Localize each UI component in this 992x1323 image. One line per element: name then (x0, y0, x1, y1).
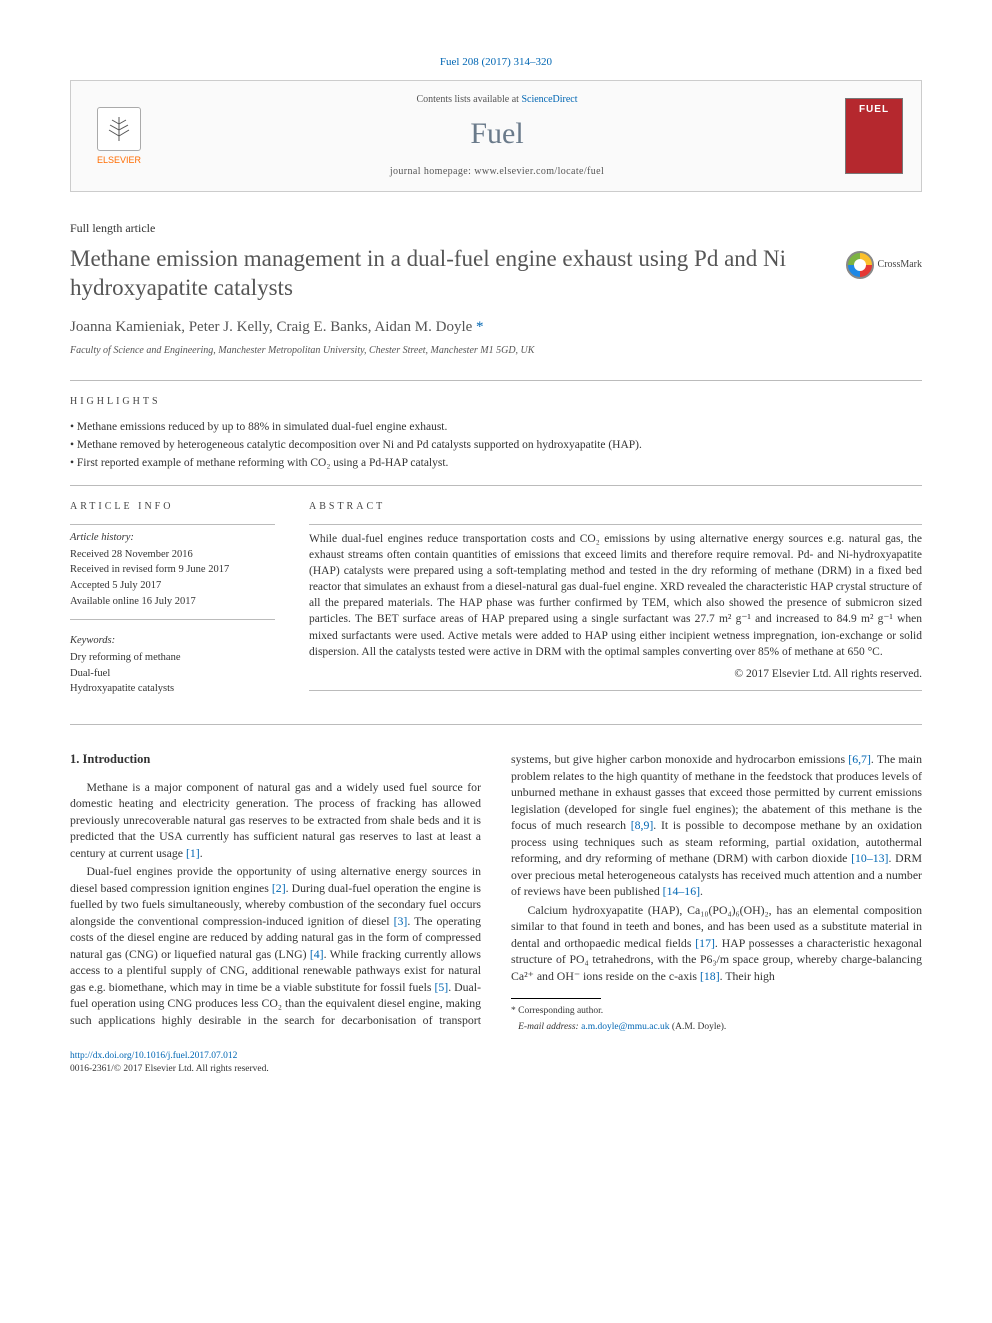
history-revised: Received in revised form 9 June 2017 (70, 563, 275, 578)
article-body: 1. Introduction Methane is a major compo… (70, 751, 922, 1034)
intro-paragraph-1: Methane is a major component of natural … (70, 779, 481, 862)
elsevier-tree-icon (97, 107, 141, 151)
authors-line: Joanna Kamieniak, Peter J. Kelly, Craig … (70, 317, 922, 338)
highlight-item: Methane emissions reduced by up to 88% i… (70, 419, 922, 435)
journal-header: ELSEVIER Contents lists available at Sci… (70, 80, 922, 192)
abstract-text: While dual-fuel engines reduce transport… (309, 531, 922, 660)
citation-ref[interactable]: [17] (695, 936, 715, 950)
citation-ref[interactable]: [14–16] (663, 884, 700, 898)
contents-prefix: Contents lists available at (416, 94, 521, 105)
keyword: Hydroxyapatite catalysts (70, 682, 275, 697)
history-online: Available online 16 July 2017 (70, 595, 275, 610)
body-text: . Their high (720, 969, 775, 983)
section-heading-introduction: 1. Introduction (70, 751, 481, 769)
journal-title: Fuel (149, 113, 845, 155)
citation-ref[interactable]: [8,9] (631, 818, 654, 832)
citation-ref[interactable]: [6,7] (848, 752, 871, 766)
divider (70, 524, 275, 525)
intro-paragraph-3: Calcium hydroxyapatite (HAP), Ca₁₀(PO₄)₆… (511, 902, 922, 985)
article-info-column: ARTICLE INFO Article history: Received 2… (70, 500, 275, 698)
history-accepted: Accepted 5 July 2017 (70, 579, 275, 594)
article-info-label: ARTICLE INFO (70, 500, 275, 514)
journal-cover-thumbnail[interactable]: FUEL (845, 98, 903, 174)
author-names: Joanna Kamieniak, Peter J. Kelly, Craig … (70, 319, 472, 335)
footnote-separator (511, 998, 601, 999)
doi-link[interactable]: http://dx.doi.org/10.1016/j.fuel.2017.07… (70, 1051, 237, 1061)
highlights-label: HIGHLIGHTS (70, 395, 922, 409)
publisher-name: ELSEVIER (97, 154, 141, 167)
abstract-label: ABSTRACT (309, 500, 922, 514)
divider (70, 485, 922, 486)
citation-ref[interactable]: [4] (310, 947, 324, 961)
divider (70, 380, 922, 381)
homepage-prefix: journal homepage: (390, 166, 474, 177)
homepage-url[interactable]: www.elsevier.com/locate/fuel (474, 166, 604, 177)
citation-line: Fuel 208 (2017) 314–320 (70, 55, 922, 70)
sciencedirect-link[interactable]: ScienceDirect (521, 94, 577, 105)
doi-footer: http://dx.doi.org/10.1016/j.fuel.2017.07… (70, 1050, 922, 1077)
history-label: Article history: (70, 531, 275, 546)
issn-copyright-line: 0016-2361/© 2017 Elsevier Ltd. All right… (70, 1064, 269, 1074)
abstract-copyright: © 2017 Elsevier Ltd. All rights reserved… (309, 666, 922, 682)
crossmark-widget[interactable]: CrossMark (846, 245, 922, 279)
history-received: Received 28 November 2016 (70, 548, 275, 563)
corresponding-author-link[interactable]: * (476, 319, 484, 335)
cover-label: FUEL (859, 103, 889, 117)
keyword: Dry reforming of methane (70, 651, 275, 666)
article-title: Methane emission management in a dual-fu… (70, 245, 830, 303)
crossmark-label: CrossMark (878, 258, 922, 272)
divider (309, 690, 922, 691)
corresponding-author-note: * Corresponding author. (511, 1005, 922, 1018)
divider (70, 724, 922, 725)
body-text: Methane is a major component of natural … (70, 780, 481, 860)
citation-ref[interactable]: [18] (700, 969, 720, 983)
divider (309, 524, 922, 525)
crossmark-icon (846, 251, 874, 279)
journal-homepage: journal homepage: www.elsevier.com/locat… (149, 165, 845, 179)
corresponding-email-link[interactable]: a.m.doyle@mmu.ac.uk (581, 1022, 669, 1032)
abstract-column: ABSTRACT While dual-fuel engines reduce … (309, 500, 922, 698)
email-footnote: E-mail address: a.m.doyle@mmu.ac.uk (A.M… (511, 1021, 922, 1034)
highlights-section: HIGHLIGHTS Methane emissions reduced by … (70, 395, 922, 471)
citation-ref[interactable]: [3] (394, 914, 408, 928)
highlight-item: Methane removed by heterogeneous catalyt… (70, 437, 922, 453)
contents-available-line: Contents lists available at ScienceDirec… (149, 93, 845, 107)
keyword: Dual-fuel (70, 667, 275, 682)
citation-ref[interactable]: [1] (186, 846, 200, 860)
divider (70, 619, 275, 620)
keywords-label: Keywords: (70, 634, 275, 649)
citation-ref[interactable]: [5] (434, 980, 448, 994)
email-label: E-mail address: (518, 1022, 581, 1032)
citation-ref[interactable]: [2] (272, 881, 286, 895)
highlights-list: Methane emissions reduced by up to 88% i… (70, 419, 922, 471)
citation-ref[interactable]: [10–13] (851, 851, 888, 865)
publisher-logo[interactable]: ELSEVIER (89, 102, 149, 170)
article-type: Full length article (70, 220, 922, 237)
highlight-item: First reported example of methane reform… (70, 455, 922, 471)
affiliation: Faculty of Science and Engineering, Manc… (70, 344, 922, 358)
email-suffix: (A.M. Doyle). (670, 1022, 727, 1032)
